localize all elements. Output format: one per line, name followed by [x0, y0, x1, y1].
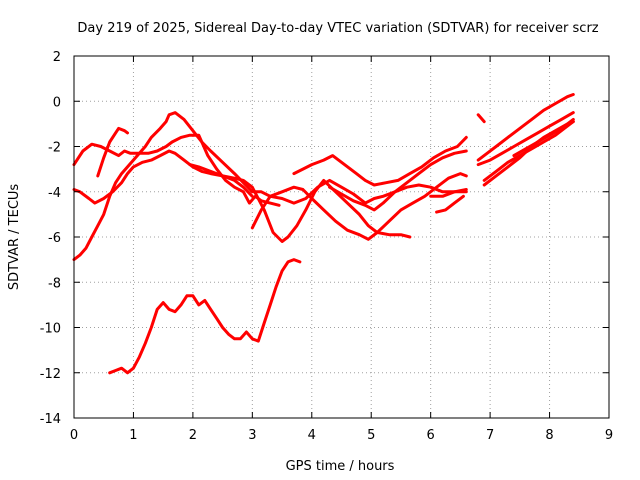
y-tick-label: -6 — [48, 231, 61, 246]
series-track-6 — [250, 172, 468, 241]
series-track-13 — [476, 93, 575, 162]
series-track-14 — [476, 111, 575, 167]
x-tick-label: 9 — [605, 428, 613, 443]
y-tick-label: -12 — [40, 367, 61, 382]
series-track-12 — [476, 113, 486, 124]
y-axis-ticks: 2 0 -2 -4 -6 -8 -10 -12 -14 — [40, 50, 609, 427]
x-axis-label: GPS time / hours — [286, 459, 395, 474]
series-track-2 — [72, 149, 412, 243]
series-track-7 — [292, 135, 468, 187]
series-group — [72, 93, 575, 375]
y-axis-label: SDTVAR / TECUs — [7, 184, 22, 291]
grid — [74, 56, 609, 418]
y-tick-label: -4 — [48, 186, 61, 201]
y-tick-label: -14 — [40, 412, 61, 427]
y-tick-label: 2 — [53, 50, 61, 65]
y-tick-label: -8 — [48, 276, 61, 291]
series-track-4 — [96, 126, 129, 178]
x-tick-label: 8 — [545, 428, 553, 443]
series-track-5 — [188, 163, 254, 198]
series-track-9 — [435, 194, 465, 214]
series-track-8 — [328, 149, 468, 212]
series-track-11 — [108, 258, 302, 375]
chart-title: Day 219 of 2025, Sidereal Day-to-day VTE… — [77, 21, 598, 36]
y-tick-label: 0 — [53, 95, 61, 110]
series-track-1 — [72, 133, 281, 207]
x-tick-label: 5 — [367, 428, 375, 443]
x-tick-label: 6 — [427, 428, 435, 443]
x-tick-label: 1 — [129, 428, 137, 443]
series-track-15 — [482, 120, 575, 182]
series-track-17 — [512, 120, 575, 158]
x-tick-label: 7 — [486, 428, 494, 443]
x-tick-label: 3 — [248, 428, 256, 443]
y-tick-label: -2 — [48, 141, 61, 156]
x-axis-ticks: 0 1 2 3 4 5 6 7 8 9 — [70, 56, 613, 443]
y-tick-label: -10 — [40, 322, 61, 337]
x-tick-label: 2 — [189, 428, 197, 443]
series-track-10 — [429, 190, 468, 198]
series-track-3 — [72, 111, 468, 262]
x-tick-label: 0 — [70, 428, 78, 443]
x-tick-label: 4 — [308, 428, 316, 443]
